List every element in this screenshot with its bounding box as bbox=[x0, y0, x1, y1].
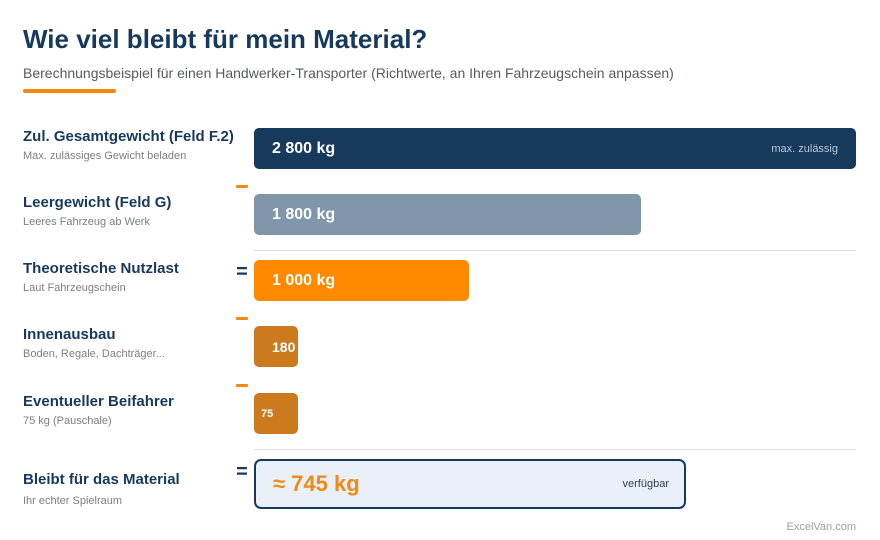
bar-value-label: 2 800 kg bbox=[272, 139, 336, 157]
page-title: Wie viel bleibt für mein Material? bbox=[23, 24, 428, 54]
row-label: Theoretische Nutzlast bbox=[23, 260, 179, 277]
bar: 75 bbox=[254, 393, 298, 434]
result-operator: = bbox=[236, 461, 248, 483]
result-tag: verfügbar bbox=[622, 478, 669, 490]
row-description: 75 kg (Pauschale) bbox=[23, 415, 112, 427]
row-label: Innenausbau bbox=[23, 326, 116, 343]
result-bar: ≈ 745 kg verfügbar bbox=[254, 459, 686, 509]
bar: 1 800 kg bbox=[254, 194, 641, 235]
title-accent-line bbox=[23, 89, 116, 93]
footer-brand: ExcelVan.com bbox=[786, 521, 857, 533]
separator-line-2 bbox=[254, 449, 856, 450]
row-description: Leeres Fahrzeug ab Werk bbox=[23, 216, 150, 228]
separator-line-1 bbox=[254, 250, 856, 251]
equals-operator: = bbox=[236, 261, 248, 283]
bar-value-label: 180 kg bbox=[272, 338, 316, 355]
page-subtitle: Berechnungsbeispiel für einen Handwerker… bbox=[23, 65, 674, 81]
minus-operator bbox=[236, 317, 248, 320]
row-label: Leergewicht (Feld G) bbox=[23, 194, 172, 211]
result-label: Bleibt für das Material bbox=[23, 471, 180, 488]
row-label: Zul. Gesamtgewicht (Feld F.2) bbox=[23, 128, 234, 145]
bar-value-label: 75 bbox=[261, 407, 274, 420]
bar: 1 000 kg bbox=[254, 260, 469, 301]
bar-tag: max. zulässig bbox=[771, 142, 838, 155]
row-description: Max. zulässiges Gewicht beladen bbox=[23, 150, 187, 162]
bar-value-label: 1 000 kg bbox=[272, 271, 336, 289]
result-description: Ihr echter Spielraum bbox=[23, 495, 123, 507]
result-value: ≈ 745 kg bbox=[273, 471, 360, 496]
bar: 2 800 kg max. zulässig bbox=[254, 128, 856, 169]
minus-operator bbox=[236, 185, 248, 188]
bar: 180 kg bbox=[254, 326, 316, 367]
minus-operator bbox=[236, 384, 248, 387]
row-description: Laut Fahrzeugschein bbox=[23, 282, 126, 294]
bar-value-label: 1 800 kg bbox=[272, 205, 336, 223]
row-label: Eventueller Beifahrer bbox=[23, 393, 174, 410]
row-description: Boden, Regale, Dachträger... bbox=[23, 348, 165, 360]
